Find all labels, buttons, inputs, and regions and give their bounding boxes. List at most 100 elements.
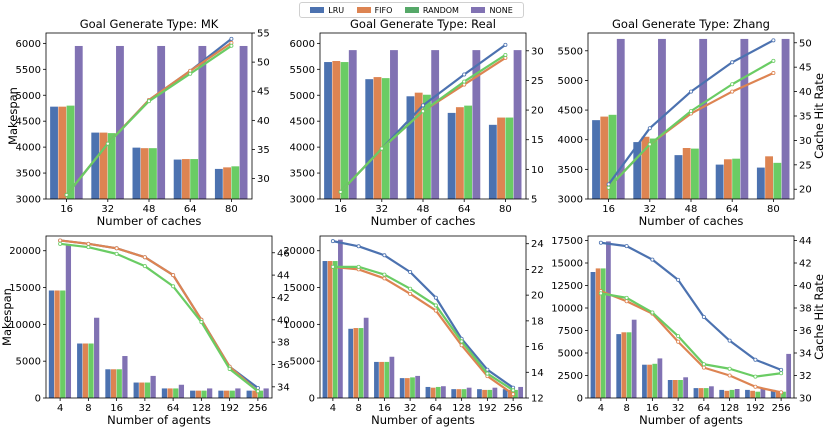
chart-agents-b-y2tick-label: 24	[531, 239, 544, 250]
chart-mk-ylabel: Makespan	[6, 87, 20, 145]
chart-zhang-xtick-label: 80	[767, 204, 780, 215]
chart-agents-a-point-fifo-8	[86, 241, 91, 246]
chart-real-bar-none-16	[348, 50, 357, 200]
chart-mk-bar-fifo-16	[58, 106, 67, 199]
chart-agents-a-point-fifo-32	[142, 255, 147, 260]
chart-agents-b-bar-none-128	[466, 387, 472, 398]
chart-zhang-point-fifo-80	[771, 71, 776, 76]
chart-agents-b-point-random-16	[382, 272, 387, 277]
chart-agents-a-line-fifo	[60, 239, 259, 393]
chart-agents-c-line-fifo	[600, 290, 782, 394]
chart-agents-a-bar-fifo-256	[252, 390, 258, 398]
chart-real-ytick-label: 3500	[290, 169, 315, 180]
chart-agents-b: 0 5000 10000 15000 20000 12 14 16 18 20 22 24 4 8 16 32…	[283, 235, 544, 427]
chart-zhang-point-lru-80	[771, 38, 776, 43]
legend-swatch-lru	[310, 7, 325, 13]
chart-mk-y2tick-label: 55	[257, 29, 270, 40]
chart-agents-b-bar-random-128	[461, 389, 467, 398]
chart-agents-c-bar-lru-8	[616, 334, 622, 398]
chart-mk-bar-random-16	[66, 105, 75, 200]
chart-agents-c-bar-none-128	[734, 389, 740, 398]
chart-mk-ytick-label: 6000	[16, 39, 41, 50]
chart-mk-ytick-label: 4500	[16, 117, 41, 128]
chart-real-bar-fifo-48	[414, 92, 423, 199]
chart-agents-b-y2tick-label: 18	[531, 316, 544, 327]
chart-agents-a-xtick-label: 192	[220, 403, 239, 414]
chart-mk-xtick-label: 80	[225, 204, 238, 215]
chart-real-xtick-label: 16	[334, 204, 347, 215]
chart-agents-b-xlabel: Number of agents	[371, 413, 475, 427]
chart-agents-b-xtick-label: 192	[478, 403, 497, 414]
chart-zhang-xtick-label: 32	[643, 204, 656, 215]
chart-zhang-xtick-label: 48	[685, 204, 698, 215]
chart-agents-b-y2tick-label: 22	[531, 265, 544, 276]
chart-agents-b-point-random-64	[433, 303, 438, 308]
chart-agents-c-y2tick-label: 30	[799, 394, 812, 405]
chart-zhang-bar-lru-32	[633, 142, 642, 199]
chart-agents-c-bar-lru-192	[745, 389, 750, 398]
chart-mk-ytick-label: 5500	[16, 65, 41, 76]
chart-agents-b-bar-random-16	[384, 361, 390, 398]
chart-agents-a-bar-fifo-4	[54, 290, 60, 398]
chart-agents-a-point-random-4	[58, 241, 63, 246]
chart-agents-c-ytick-label: 17500	[551, 236, 583, 247]
chart-zhang-y2tick-label: 40	[799, 87, 812, 98]
chart-agents-a-bar-lru-128	[190, 390, 196, 398]
chart-real-bar-random-16	[340, 62, 349, 199]
chart-zhang-bar-fifo-16	[600, 116, 609, 199]
chart-agents-c-bar-lru-256	[770, 389, 776, 398]
chart-agents-b-bar-random-64	[435, 386, 441, 398]
chart-agents-a-bar-fifo-192	[223, 390, 230, 398]
chart-zhang-bar-none-16	[616, 38, 625, 200]
chart-agents-a-bar-lru-4	[48, 290, 55, 398]
chart-real-point-random-64	[462, 79, 467, 84]
chart-zhang-ytick-label: 4000	[558, 135, 583, 146]
chart-agents-a-bar-random-128	[201, 390, 207, 398]
chart-agents-b-point-fifo-128	[459, 343, 464, 348]
chart-agents-b-bar-none-192	[492, 387, 498, 398]
chart-agents-b-bar-fifo-64	[430, 387, 436, 398]
chart-agents-c-bar-random-8	[626, 332, 632, 398]
legend-item-lru: LRU	[310, 6, 344, 15]
chart-agents-b-line-lru	[332, 240, 514, 389]
chart-mk-bar-fifo-64	[181, 159, 190, 199]
chart-real-y2tick-label: 15	[531, 135, 544, 146]
chart-agents-b-point-fifo-16	[382, 276, 387, 281]
chart-agents-c-point-fifo-32	[676, 339, 681, 344]
chart-agents-b-bar-lru-4	[322, 261, 328, 398]
chart-mk-y2tick-label: 35	[257, 145, 270, 156]
legend-swatch-none	[471, 7, 486, 13]
chart-agents-c-xtick-label: 4	[598, 403, 604, 414]
chart-mk-y2tick-label: 45	[257, 87, 270, 98]
chart-agents-b-xtick-label: 128	[452, 403, 471, 414]
chart-real-bar-lru-80	[488, 124, 497, 199]
chart-mk-xtick-label: 48	[143, 204, 156, 215]
chart-agents-a-y2tick-label: 42	[277, 293, 290, 304]
chart-agents-b-bar-fifo-128	[456, 389, 462, 398]
chart-agents-a-point-random-8	[86, 245, 91, 250]
chart-real-bar-lru-64	[447, 112, 456, 199]
chart-real-xtick-label: 80	[499, 204, 512, 215]
chart-zhang-bar-fifo-48	[682, 148, 691, 199]
chart-real-bar-fifo-80	[497, 117, 505, 199]
chart-agents-c-bar-fifo-8	[621, 332, 627, 398]
chart-agents-a-bar-lru-32	[133, 382, 139, 398]
chart-agents-a-bar-none-256	[263, 388, 269, 398]
chart-agents-b-xtick-label: 16	[378, 403, 391, 414]
chart-mk-xtick-label: 32	[101, 204, 114, 215]
legend-label-random: RANDOM	[422, 5, 459, 15]
chart-agents-a-line-random	[60, 242, 259, 393]
chart-agents-a-frame	[45, 235, 273, 399]
chart-zhang-bar-none-48	[699, 38, 708, 200]
chart-zhang-bar-random-80	[773, 162, 782, 199]
chart-agents-b-y2tick-label: 16	[531, 342, 544, 353]
chart-real-y2tick-label: 10	[531, 165, 544, 176]
chart-agents-a-xtick-label: 256	[248, 403, 267, 414]
chart-zhang-bar-lru-64	[715, 164, 724, 199]
chart-real-bar-lru-32	[365, 79, 374, 199]
chart-agents-b-bar-lru-192	[477, 389, 482, 398]
chart-agents-b-ytick-label: 20000	[283, 246, 315, 257]
chart-agents-a-point-random-256	[255, 389, 260, 394]
chart-agents-c-bar-fifo-32	[672, 380, 678, 398]
